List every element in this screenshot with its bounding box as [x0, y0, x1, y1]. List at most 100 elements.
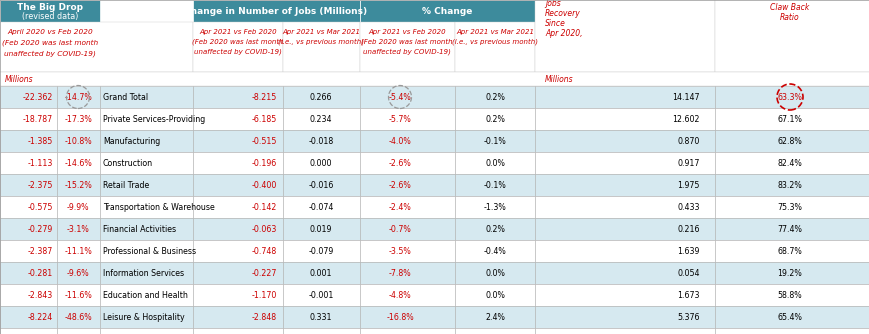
Bar [282, 22, 360, 72]
Text: -17.3%: -17.3% [64, 115, 92, 124]
Bar [714, 218, 869, 240]
Text: Apr 2021 vs Feb 2020: Apr 2021 vs Feb 2020 [368, 29, 445, 35]
Text: 0.001: 0.001 [309, 269, 332, 278]
Bar [100, 174, 193, 196]
Text: -0.074: -0.074 [308, 202, 334, 211]
Text: 19.2%: 19.2% [777, 269, 801, 278]
Bar [0, 174, 57, 196]
Text: -2.848: -2.848 [252, 313, 276, 322]
Text: -2.4%: -2.4% [388, 202, 411, 211]
Text: 1.975: 1.975 [677, 180, 700, 189]
Text: Leisure & Hospitality: Leisure & Hospitality [103, 313, 184, 322]
Text: (Feb 2020 was last month: (Feb 2020 was last month [361, 39, 452, 45]
Bar [454, 174, 534, 196]
Bar [100, 218, 193, 240]
Bar [193, 22, 282, 72]
Text: 1.673: 1.673 [677, 291, 700, 300]
Text: Apr 2021 vs Mar 2021: Apr 2021 vs Mar 2021 [282, 29, 360, 35]
Text: -0.1%: -0.1% [483, 180, 506, 189]
Bar [0, 262, 57, 284]
Bar [100, 240, 193, 262]
Text: Change in Number of Jobs (Millions): Change in Number of Jobs (Millions) [184, 6, 367, 15]
Text: 77.4%: 77.4% [777, 224, 801, 233]
Bar [0, 86, 57, 108]
Bar [193, 130, 282, 152]
Text: -2.6%: -2.6% [388, 180, 411, 189]
Text: -1.385: -1.385 [28, 137, 53, 146]
Text: -9.6%: -9.6% [67, 269, 90, 278]
Bar [454, 108, 534, 130]
Text: -7.8%: -7.8% [388, 269, 411, 278]
Text: 0.234: 0.234 [309, 115, 332, 124]
Text: (i.e., vs previous month): (i.e., vs previous month) [278, 39, 363, 45]
Bar [193, 218, 282, 240]
Text: 0.266: 0.266 [309, 93, 332, 102]
Text: -6.185: -6.185 [251, 115, 276, 124]
Bar [0, 240, 57, 262]
Text: -1.3%: -1.3% [483, 202, 506, 211]
Bar [454, 306, 534, 328]
Text: -18.787: -18.787 [23, 115, 53, 124]
Text: unaffected by COVID-19): unaffected by COVID-19) [194, 49, 282, 55]
Text: unaffected by COVID-19): unaffected by COVID-19) [362, 49, 450, 55]
Text: -2.375: -2.375 [28, 180, 53, 189]
Text: -0.079: -0.079 [308, 246, 333, 256]
Text: -48.6%: -48.6% [64, 313, 92, 322]
Bar [454, 196, 534, 218]
Text: 82.4%: 82.4% [777, 159, 801, 167]
Bar [534, 240, 714, 262]
Text: -14.7%: -14.7% [64, 93, 92, 102]
Bar [193, 284, 282, 306]
Bar [0, 196, 57, 218]
Bar [57, 306, 100, 328]
Text: -0.142: -0.142 [251, 202, 276, 211]
Text: -5.4%: -5.4% [388, 93, 411, 102]
Text: 68.7%: 68.7% [777, 246, 801, 256]
Bar [57, 328, 100, 334]
Text: 0.2%: 0.2% [485, 93, 504, 102]
Bar [534, 174, 714, 196]
Bar [57, 218, 100, 240]
Bar [100, 130, 193, 152]
Bar [360, 174, 454, 196]
Bar [57, 240, 100, 262]
Text: 83.2%: 83.2% [777, 180, 801, 189]
Bar [0, 22, 193, 72]
Text: -14.6%: -14.6% [64, 159, 92, 167]
Bar [193, 152, 282, 174]
Text: -0.748: -0.748 [251, 246, 276, 256]
Bar [282, 262, 360, 284]
Bar [714, 240, 869, 262]
Bar [193, 196, 282, 218]
Text: -0.515: -0.515 [251, 137, 276, 146]
Bar [282, 240, 360, 262]
Text: Apr 2020,: Apr 2020, [544, 28, 582, 37]
Bar [714, 174, 869, 196]
Bar [193, 306, 282, 328]
Text: 63.3%: 63.3% [777, 93, 801, 102]
Text: 0.331: 0.331 [309, 313, 332, 322]
Bar [57, 152, 100, 174]
Text: -0.281: -0.281 [28, 269, 53, 278]
Text: 0.917: 0.917 [677, 159, 700, 167]
Bar [193, 0, 360, 22]
Text: Information Services: Information Services [103, 269, 184, 278]
Bar [360, 196, 454, 218]
Text: -1.170: -1.170 [251, 291, 276, 300]
Bar [534, 108, 714, 130]
Bar [360, 108, 454, 130]
Text: -8.215: -8.215 [251, 93, 276, 102]
Bar [454, 240, 534, 262]
Text: 14.147: 14.147 [672, 93, 700, 102]
Bar [100, 152, 193, 174]
Text: -0.279: -0.279 [28, 224, 53, 233]
Text: Ratio: Ratio [779, 13, 799, 22]
Text: Apr 2021 vs Feb 2020: Apr 2021 vs Feb 2020 [199, 29, 276, 35]
Bar [282, 174, 360, 196]
Bar [193, 108, 282, 130]
Text: 2.4%: 2.4% [485, 313, 504, 322]
Text: -22.362: -22.362 [23, 93, 53, 102]
Text: Apr 2021 vs Mar 2021: Apr 2021 vs Mar 2021 [455, 29, 534, 35]
Bar [454, 130, 534, 152]
Text: 67.1%: 67.1% [777, 115, 801, 124]
